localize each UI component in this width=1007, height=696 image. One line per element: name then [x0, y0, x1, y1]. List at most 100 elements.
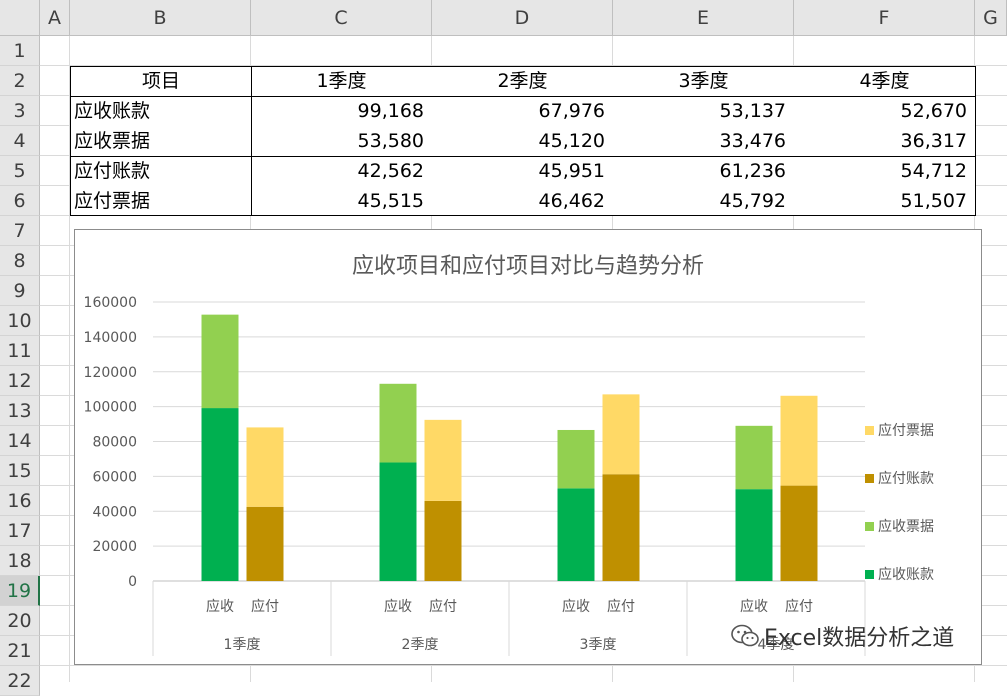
row-header-6[interactable]: 6	[0, 186, 40, 216]
row-header-11[interactable]: 11	[0, 336, 40, 366]
row-header-1[interactable]: 1	[0, 36, 40, 66]
row-header-21[interactable]: 21	[0, 636, 40, 666]
gridline-row	[40, 65, 1007, 66]
column-header-g[interactable]: G	[975, 0, 1007, 36]
select-all-corner[interactable]	[0, 0, 40, 36]
row-header-9[interactable]: 9	[0, 276, 40, 306]
wechat-icon	[731, 624, 759, 647]
row-header-5[interactable]: 5	[0, 156, 40, 186]
row-header-15[interactable]: 15	[0, 456, 40, 486]
table-value-cell[interactable]: 45,120	[538, 130, 605, 152]
group-label: 1季度	[224, 637, 261, 653]
subcategory-label: 应收	[562, 598, 590, 615]
table-value-cell[interactable]: 45,792	[719, 190, 786, 212]
table-value-cell[interactable]: 36,317	[900, 130, 967, 152]
row-header-4[interactable]: 4	[0, 126, 40, 156]
column-header-f[interactable]: F	[794, 0, 975, 36]
table-header-cell[interactable]: 1季度	[316, 70, 367, 92]
subcategory-label: 应付	[429, 598, 457, 615]
row-header-2[interactable]: 2	[0, 66, 40, 96]
row-header-18[interactable]: 18	[0, 546, 40, 576]
row-header-8[interactable]: 8	[0, 246, 40, 276]
table-header-cell[interactable]: 2季度	[497, 70, 548, 92]
legend-label: 应付账款	[878, 471, 934, 487]
column-header-c[interactable]: C	[251, 0, 432, 36]
bar-应付票据	[424, 419, 462, 501]
table-value-cell[interactable]: 45,951	[538, 160, 605, 182]
y-tick-label: 20000	[92, 539, 137, 555]
row-header-13[interactable]: 13	[0, 396, 40, 426]
table-row-label[interactable]: 应收票据	[74, 130, 151, 152]
table-value-cell[interactable]: 45,515	[357, 190, 424, 212]
row-header-3[interactable]: 3	[0, 96, 40, 126]
row-header-10[interactable]: 10	[0, 306, 40, 336]
row-header-20[interactable]: 20	[0, 606, 40, 636]
bar-应付票据	[602, 394, 640, 475]
bar-应收票据	[201, 314, 239, 409]
table-value-cell[interactable]: 67,976	[538, 100, 605, 122]
bar-应收票据	[735, 425, 773, 490]
table-column-divider	[251, 67, 252, 215]
stacked-bar-chart[interactable]: 应收项目和应付项目对比与趋势分析 0 20000 40000 60000 80000 10…	[74, 229, 982, 665]
row-header-16[interactable]: 16	[0, 486, 40, 516]
table-value-cell[interactable]: 54,712	[900, 160, 967, 182]
data-table: 项目 1季度 2季度 3季度 4季度应收账款 99,168 67,976 53,137 52,6…	[70, 66, 976, 216]
legend-item: 应收票据	[865, 516, 934, 536]
bar-应收账款	[379, 462, 417, 581]
table-value-cell[interactable]: 53,137	[719, 100, 786, 122]
bar-应付票据	[246, 427, 284, 507]
bar-应收账款	[735, 489, 773, 581]
column-header-d[interactable]: D	[432, 0, 613, 36]
chart-plot-area: 0 20000 40000 60000 80000 100000 120000 140000 1…	[84, 295, 866, 656]
table-row-label[interactable]: 应付账款	[74, 160, 151, 182]
group-label: 4季度	[758, 637, 795, 653]
y-tick-label: 80000	[92, 435, 137, 451]
column-header-b[interactable]: B	[70, 0, 251, 36]
table-value-cell[interactable]: 61,236	[719, 160, 786, 182]
bar-应收票据	[379, 383, 417, 463]
table-header-cell[interactable]: 4季度	[859, 70, 910, 92]
chart-title: 应收项目和应付项目对比与趋势分析	[351, 254, 704, 279]
y-tick-label: 140000	[84, 330, 137, 346]
subcategory-label: 应收	[384, 598, 412, 615]
table-row-label[interactable]: 应收账款	[74, 100, 151, 122]
bar-应收账款	[201, 408, 239, 581]
group-label: 2季度	[402, 637, 439, 653]
legend-label: 应付票据	[878, 423, 934, 439]
bar-应收账款	[557, 488, 595, 581]
table-value-cell[interactable]: 33,476	[719, 130, 786, 152]
row-header-7[interactable]: 7	[0, 216, 40, 246]
row-header-19[interactable]: 19	[0, 576, 40, 606]
row-header-12[interactable]: 12	[0, 366, 40, 396]
bar-应付账款	[780, 485, 818, 581]
y-tick-label: 120000	[84, 365, 137, 381]
table-header-cell[interactable]: 项目	[141, 70, 180, 92]
legend-swatch	[865, 425, 874, 435]
column-header-e[interactable]: E	[613, 0, 794, 36]
subcategory-label: 应收	[740, 598, 768, 615]
table-value-cell[interactable]: 99,168	[357, 100, 424, 122]
legend-swatch	[865, 521, 874, 531]
watermark-text: Excel数据分析之道	[764, 626, 955, 651]
bar-应付账款	[424, 500, 462, 581]
gridline-row	[40, 665, 1007, 666]
table-group-divider	[71, 156, 975, 157]
legend-item: 应付票据	[865, 420, 934, 440]
gridline-column	[69, 36, 70, 682]
bar-应付账款	[602, 474, 640, 581]
row-header-14[interactable]: 14	[0, 426, 40, 456]
row-header-17[interactable]: 17	[0, 516, 40, 546]
watermark: Excel数据分析之道	[730, 620, 954, 652]
row-header-22[interactable]: 22	[0, 666, 40, 696]
y-tick-label: 40000	[92, 504, 137, 520]
table-row-label[interactable]: 应付票据	[74, 190, 151, 212]
table-value-cell[interactable]: 42,562	[357, 160, 424, 182]
table-value-cell[interactable]: 46,462	[538, 190, 605, 212]
table-value-cell[interactable]: 52,670	[900, 100, 967, 122]
subcategory-label: 应付	[607, 598, 635, 615]
column-header-a[interactable]: A	[40, 0, 70, 36]
table-value-cell[interactable]: 53,580	[357, 130, 424, 152]
table-header-cell[interactable]: 3季度	[678, 70, 729, 92]
table-value-cell[interactable]: 51,507	[900, 190, 967, 212]
y-tick-label: 0	[128, 574, 137, 590]
